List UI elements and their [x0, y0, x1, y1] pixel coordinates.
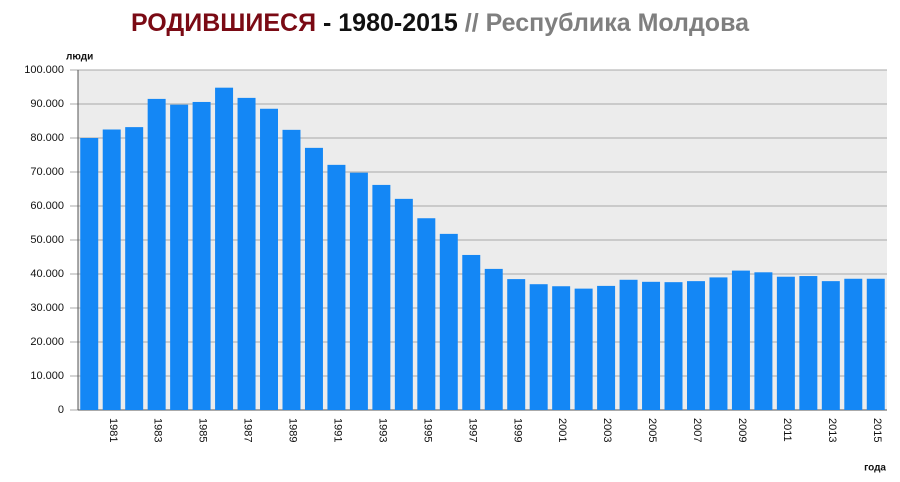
bar — [215, 87, 234, 411]
bar — [237, 97, 256, 410]
y-tick-label: 100.000 — [24, 64, 64, 76]
y-tick-label: 90.000 — [30, 98, 64, 110]
bar — [394, 198, 413, 410]
title-part: // Республика Молдова — [465, 9, 750, 37]
bar — [597, 285, 616, 410]
bar — [170, 104, 189, 411]
bar — [731, 270, 750, 410]
bar — [102, 129, 121, 410]
bar — [349, 172, 368, 410]
x-tick-label: 1997 — [466, 418, 478, 442]
x-tick-label: 2013 — [826, 418, 838, 442]
x-tick-label: 1993 — [376, 418, 388, 442]
y-axis-label: люди — [66, 52, 93, 63]
bar — [866, 278, 885, 410]
y-tick-label: 80.000 — [30, 132, 64, 144]
y-tick-label: 20.000 — [30, 336, 64, 348]
bar — [799, 276, 818, 410]
x-tick-label: 1995 — [421, 418, 433, 442]
bar — [776, 276, 795, 410]
chart-title: РОДИВШИЕСЯ - 1980-2015 // Республика Мол… — [131, 9, 750, 37]
bar — [80, 138, 99, 410]
bar — [529, 284, 548, 410]
y-tick-label: 30.000 — [30, 302, 64, 314]
bar — [147, 98, 166, 411]
x-tick-label: 2001 — [556, 418, 568, 442]
bar — [619, 279, 638, 410]
bar — [574, 288, 593, 410]
y-tick-label: 0 — [58, 404, 64, 416]
y-tick-label: 50.000 — [30, 234, 64, 246]
bar — [260, 108, 279, 410]
x-axis-label: года — [864, 463, 886, 474]
y-tick-label: 10.000 — [30, 370, 64, 382]
x-tick-label: 1985 — [197, 418, 209, 442]
bar — [484, 268, 503, 410]
x-tick-label: 1999 — [511, 418, 523, 442]
bar — [125, 127, 144, 411]
x-tick-label: 1987 — [242, 418, 254, 442]
x-tick-label: 2011 — [781, 418, 793, 442]
bar — [821, 281, 840, 410]
bar — [282, 129, 301, 410]
bar — [664, 282, 683, 410]
bar — [304, 147, 323, 411]
bar — [372, 184, 391, 410]
y-tick-label: 70.000 — [30, 166, 64, 178]
x-tick-label: 2005 — [646, 418, 658, 442]
x-tick-label: 2015 — [871, 418, 883, 442]
bar — [417, 218, 436, 410]
bar — [327, 164, 346, 410]
bar — [552, 286, 571, 410]
bar — [462, 254, 481, 410]
x-tick-label: 1983 — [152, 418, 164, 442]
y-tick-label: 40.000 — [30, 268, 64, 280]
bar — [507, 279, 526, 410]
bar — [844, 278, 863, 410]
x-tick-label: 2009 — [736, 418, 748, 442]
x-tick-label: 1981 — [107, 418, 119, 442]
x-tick-label: 2007 — [691, 418, 703, 442]
bar — [642, 281, 661, 410]
bar — [439, 233, 458, 410]
bar — [192, 101, 211, 411]
title-part: - 1980-2015 — [323, 9, 458, 37]
x-tick-label: 1991 — [332, 418, 344, 442]
bar — [686, 281, 705, 410]
bar — [709, 277, 728, 410]
bar — [754, 272, 773, 410]
y-tick-label: 60.000 — [30, 200, 64, 212]
x-tick-label: 1989 — [287, 418, 299, 442]
title-part: РОДИВШИЕСЯ — [131, 9, 316, 37]
x-tick-label: 2003 — [601, 418, 613, 442]
